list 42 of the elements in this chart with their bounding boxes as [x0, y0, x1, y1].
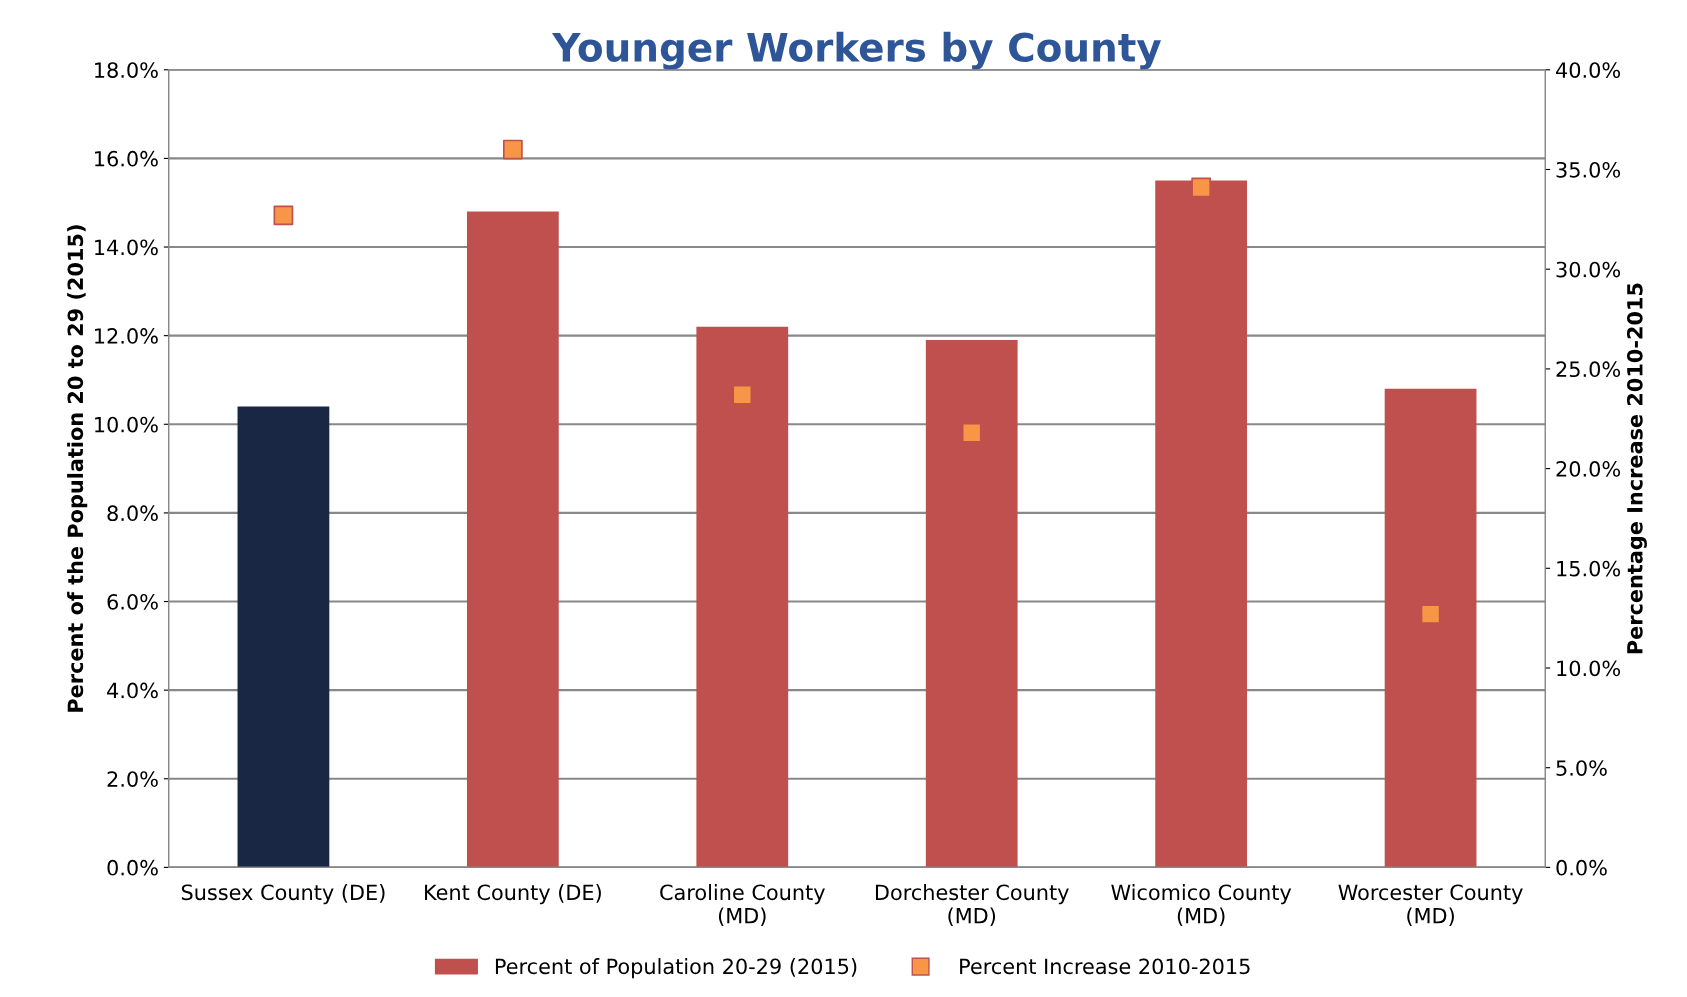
- y-tick-label: 0.0%: [107, 859, 158, 876]
- point: [273, 205, 294, 226]
- x-tick-label: Wicomico County (MD): [1111, 884, 1292, 926]
- y-tick-label: 4.0%: [107, 682, 158, 699]
- chart-title: Younger Workers by County: [551, 31, 1161, 70]
- y-tick-label: 16.0%: [95, 150, 158, 167]
- bar: [237, 406, 330, 868]
- bar: [1155, 180, 1248, 868]
- legend-label: Percent Increase 2010-2015: [960, 958, 1250, 975]
- bar: [1384, 388, 1477, 868]
- y2-tick-label: 10.0%: [1557, 660, 1621, 677]
- point: [732, 384, 753, 405]
- legend-label: Percent of Population 20-29 (2015): [495, 958, 857, 979]
- point: [502, 139, 523, 160]
- y2-tick-label: 15.0%: [1557, 560, 1621, 577]
- x-tick-label: Kent County (DE): [425, 884, 601, 905]
- y2-tick-label: 35.0%: [1556, 161, 1621, 178]
- y-tick-label: 14.0%: [95, 239, 158, 256]
- y-tick-label: 12.0%: [95, 328, 158, 344]
- y2-tick-label: 40.0%: [1556, 62, 1621, 78]
- y-tick-label: 10.0%: [95, 416, 158, 433]
- y-tick-label: 18.0%: [95, 62, 158, 78]
- bar: [925, 340, 1018, 868]
- y-tick-label: 2.0%: [107, 771, 158, 787]
- bar: [696, 326, 789, 868]
- y-tick-label: 6.0%: [107, 593, 158, 610]
- x-tick-label: Worcester County (MD): [1338, 884, 1523, 926]
- y2-tick-label: 25.0%: [1556, 361, 1621, 378]
- y2-tick-label: 5.0%: [1556, 760, 1607, 776]
- y-tick-label: 8.0%: [107, 505, 158, 522]
- y2-tick-label: 20.0%: [1556, 461, 1621, 477]
- y2-axis-title: Percentage Increase 2010-2015: [1626, 283, 1647, 654]
- point: [1420, 604, 1441, 625]
- x-tick-label: Sussex County (DE): [181, 884, 385, 905]
- bar: [466, 211, 559, 868]
- point: [1191, 177, 1212, 198]
- y2-tick-label: 30.0%: [1556, 261, 1621, 278]
- point: [961, 422, 982, 443]
- y2-tick-label: 0.0%: [1556, 859, 1607, 876]
- x-tick-label: Dorchester County (MD): [875, 884, 1069, 926]
- y-axis-title: Percent of the Population 20 to 29 (2015): [67, 225, 88, 712]
- x-tick-label: Caroline County (MD): [660, 884, 825, 926]
